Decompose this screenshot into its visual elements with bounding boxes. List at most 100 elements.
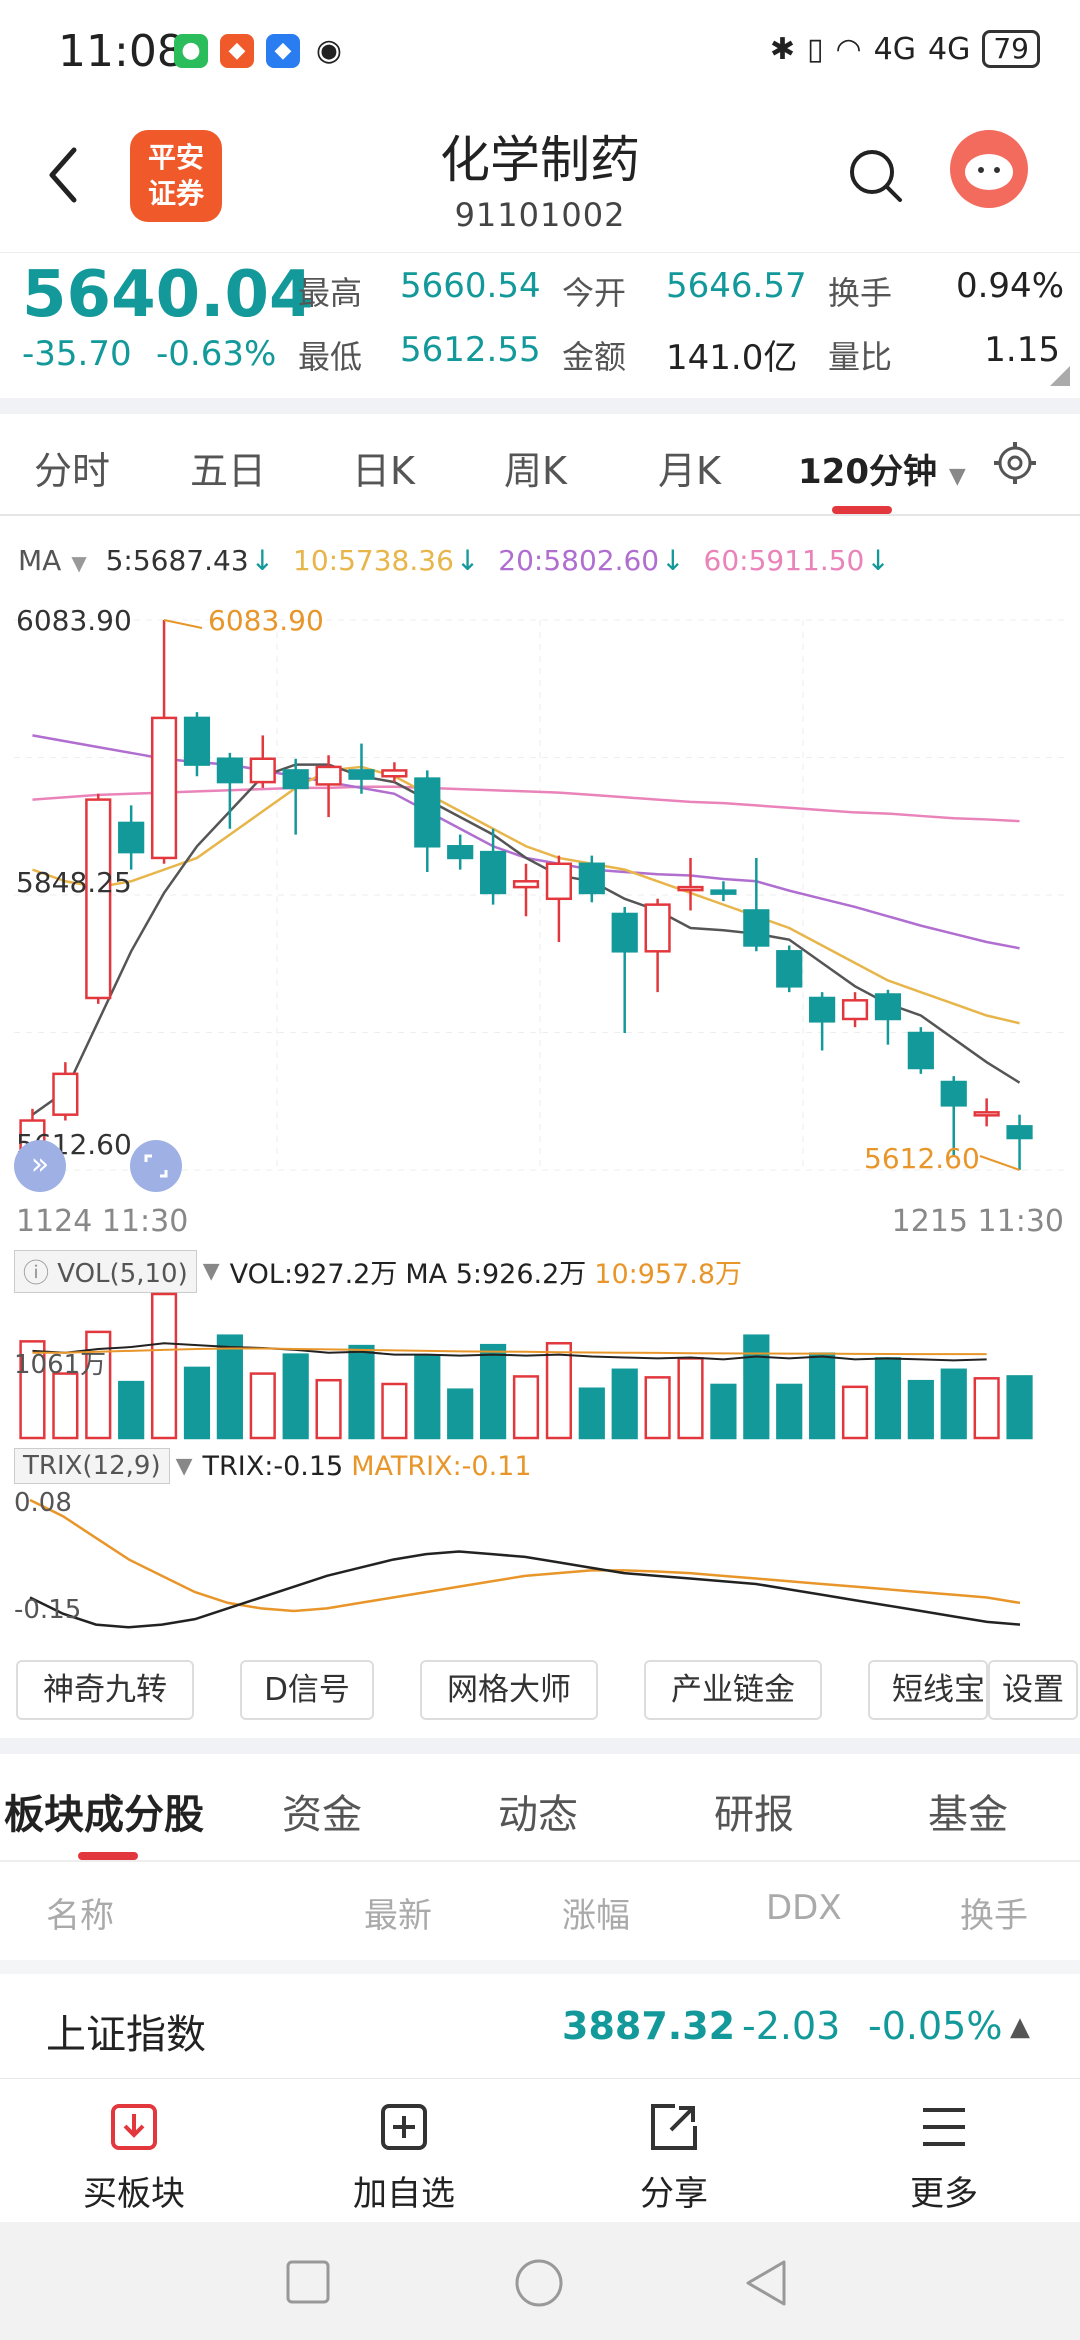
volume-chart[interactable] — [0, 1290, 1080, 1440]
search-button[interactable] — [846, 146, 906, 206]
status-right: ✱ ▯ ◠ 4G 4G 79 — [770, 30, 1040, 68]
chart-settings-button[interactable] — [990, 438, 1040, 492]
trix-legend[interactable]: TRIX(12,9) ▼ TRIX:-0.15 MATRIX:-0.11 — [14, 1448, 532, 1484]
dropdown-icon: ▼ — [948, 464, 966, 489]
price-change-pct: -0.63% — [156, 334, 277, 374]
recents-icon[interactable] — [286, 2260, 330, 2304]
volume-bar — [183, 1366, 211, 1440]
col-change[interactable]: 涨幅 — [562, 1896, 630, 1936]
ma20-value: 20:5802.60 — [498, 544, 660, 577]
back-nav-icon[interactable] — [744, 2258, 788, 2308]
tool-short-term[interactable]: 短线宝 — [868, 1660, 988, 1720]
candle-body — [1006, 1125, 1033, 1140]
collapse-arrow-icon[interactable]: ▲ — [1010, 2012, 1030, 2042]
tool-magic-nine[interactable]: 神奇九转 — [16, 1660, 194, 1720]
tab-intraday[interactable]: 分时 — [34, 449, 111, 493]
max-price-marker: 6083.90 — [208, 604, 324, 637]
system-nav-bar — [0, 2222, 1080, 2340]
volume-bar — [315, 1378, 342, 1440]
volume-bar — [1006, 1375, 1033, 1440]
vol-ma10-value: 10:957.8万 — [594, 1259, 743, 1290]
tab-fund[interactable]: 基金 — [928, 1792, 1008, 1838]
tab-monthly-k[interactable]: 月K — [658, 449, 721, 493]
more-button[interactable]: 更多 — [864, 2100, 1024, 2215]
volume-bar — [512, 1375, 540, 1440]
turnover-label: 换手 — [828, 274, 893, 312]
trix-value: TRIX:-0.15 — [202, 1450, 344, 1482]
expand-left-button[interactable]: » — [14, 1140, 66, 1192]
volume-bar — [348, 1344, 375, 1440]
tool-industry-chain[interactable]: 产业链金 — [644, 1660, 822, 1720]
tab-120min[interactable]: 120分钟 ▼ — [798, 444, 966, 493]
ma-legend[interactable]: MA ▼ 5:5687.43↓ 10:5738.36↓ 20:5802.60↓ 6… — [18, 544, 900, 577]
trix-chart[interactable] — [0, 1490, 1080, 1640]
max-marker-line — [163, 619, 203, 629]
volume-bar — [414, 1354, 441, 1440]
action-bar — [0, 2078, 1080, 2220]
candle-body — [447, 845, 474, 860]
candle-body — [677, 885, 704, 892]
vol-indicator-selector[interactable]: ⓘ VOL(5,10) — [14, 1250, 197, 1293]
tool-grid-master[interactable]: 网格大师 — [420, 1660, 598, 1720]
candle-body — [381, 769, 408, 778]
tab-five-day[interactable]: 五日 — [190, 449, 267, 493]
ma5-line — [31, 763, 1021, 1116]
volume-bar — [743, 1334, 770, 1440]
tab-funds-flow[interactable]: 资金 — [282, 1792, 362, 1838]
row-price: 3887.32 — [562, 2004, 736, 2048]
buy-sector-label: 买板块 — [83, 2174, 185, 2214]
candle-body — [216, 757, 243, 784]
bluetooth-icon: ✱ — [769, 31, 795, 67]
candle-body — [85, 798, 112, 1000]
tab-news[interactable]: 动态 — [498, 1792, 578, 1838]
price-change: -35.70 — [22, 334, 132, 374]
avatar[interactable] — [950, 130, 1028, 208]
high-label: 最高 — [298, 274, 363, 312]
volume-bar — [216, 1334, 243, 1440]
kline-chart[interactable] — [0, 590, 1080, 1190]
add-watchlist-button[interactable]: 加自选 — [324, 2100, 484, 2215]
share-button[interactable]: 分享 — [594, 2100, 754, 2215]
low-label: 最低 — [298, 338, 363, 376]
mascot-icon — [965, 154, 1013, 190]
candle-body — [940, 1080, 967, 1107]
volume-bar — [118, 1380, 145, 1440]
double-chevron-icon: » — [30, 1147, 50, 1182]
tab-sector-components[interactable]: 板块成分股 — [4, 1792, 204, 1838]
candle-body — [776, 950, 803, 988]
tab-research[interactable]: 研报 — [714, 1792, 794, 1838]
back-button[interactable] — [40, 140, 90, 210]
tab-weekly-k[interactable]: 周K — [504, 449, 567, 493]
vol-ma5-value: MA 5:926.2万 — [405, 1259, 587, 1290]
ma10-line — [32, 765, 1020, 1025]
section-divider-2 — [0, 1738, 1080, 1754]
tab-divider — [0, 514, 1080, 516]
alipay-icon: ◆ — [266, 34, 300, 68]
col-ddx[interactable]: DDX — [766, 1888, 842, 1928]
tab-120min-label: 120分钟 — [798, 452, 937, 492]
col-name[interactable]: 名称 — [46, 1896, 114, 1936]
trix-indicator-selector[interactable]: TRIX(12,9) — [14, 1448, 170, 1484]
volume-bar — [381, 1382, 408, 1440]
candle-body — [874, 993, 902, 1021]
fullscreen-button[interactable] — [130, 1140, 182, 1192]
list-divider — [0, 1960, 1080, 1974]
wifi-icon: ◠ — [835, 31, 862, 67]
axis-top-label: 6083.90 — [16, 604, 132, 637]
col-latest[interactable]: 最新 — [364, 1896, 432, 1936]
ma60-line — [32, 785, 1020, 823]
volume-bar — [85, 1330, 112, 1440]
open-value: 5646.57 — [666, 266, 807, 306]
page-code: 91101002 — [454, 196, 626, 234]
candle-body — [282, 769, 309, 790]
buy-sector-button[interactable]: 买板块 — [54, 2100, 214, 2215]
tool-d-signal[interactable]: D信号 — [240, 1660, 374, 1720]
row-pct: -0.05% — [868, 2004, 1003, 2048]
vol-legend[interactable]: ⓘ VOL(5,10) ▼ VOL:927.2万 MA 5:926.2万 10:… — [14, 1250, 742, 1293]
tool-settings[interactable]: 设置 — [988, 1660, 1078, 1720]
home-icon[interactable] — [514, 2258, 564, 2308]
col-turnover[interactable]: 换手 — [960, 1896, 1028, 1936]
trix-axis-bottom: -0.15 — [14, 1595, 82, 1625]
tab-daily-k[interactable]: 日K — [352, 449, 415, 493]
expand-corner-icon[interactable] — [1050, 366, 1070, 386]
